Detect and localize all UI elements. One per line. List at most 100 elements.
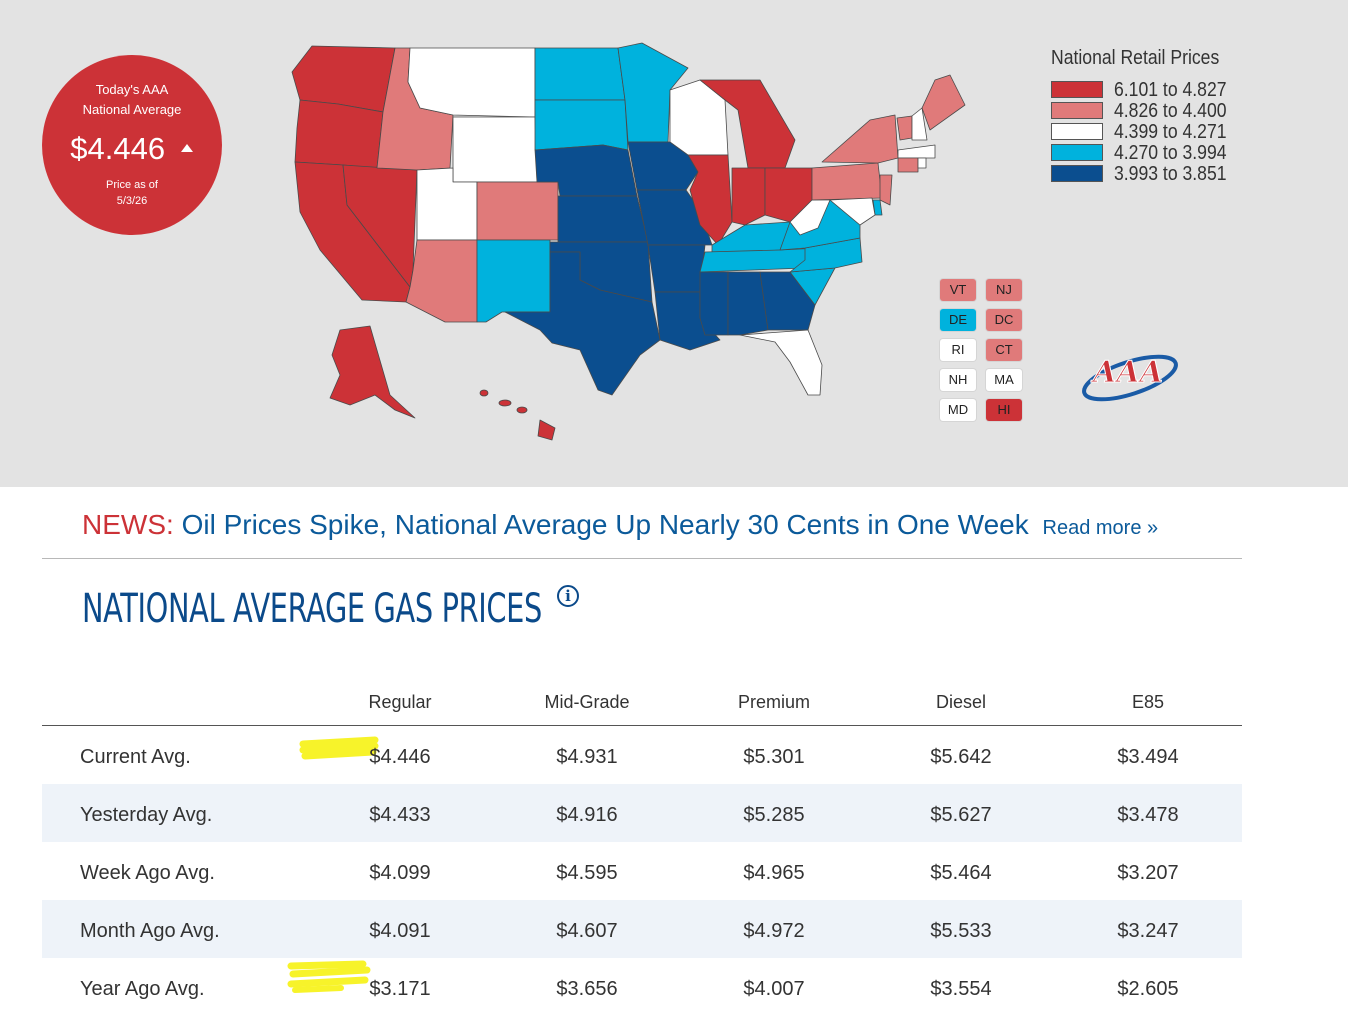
row-label: Year Ago Avg.	[80, 978, 205, 1000]
state-AK[interactable]	[329, 325, 416, 419]
state-MA[interactable]	[897, 144, 936, 159]
price-cell: $4.916	[556, 804, 618, 826]
table-row: Year Ago Avg. $3.171 $3.656 $4.007 $3.55…	[42, 958, 1242, 1016]
state-FL[interactable]	[739, 329, 823, 396]
small-state-ri[interactable]: RI	[940, 339, 976, 361]
table-row: Current Avg. $4.446 $4.931 $5.301 $5.642…	[42, 726, 1242, 784]
state-RI[interactable]	[917, 157, 927, 169]
price-cell: $5.642	[930, 746, 992, 768]
small-state-md[interactable]: MD	[940, 399, 976, 421]
state-KS[interactable]	[557, 195, 649, 243]
legend-title: National Retail Prices	[1051, 47, 1220, 69]
table-row: Month Ago Avg. $4.091 $4.607 $4.972 $5.5…	[42, 900, 1242, 958]
price-cell: $3.494	[1117, 746, 1179, 768]
yellow-highlight-mark	[287, 960, 371, 993]
small-state-hi[interactable]: HI	[986, 399, 1022, 421]
state-HI-islands-2	[516, 406, 528, 414]
row-label: Current Avg.	[80, 746, 191, 768]
price-cell: $4.965	[743, 862, 805, 884]
state-GA[interactable]	[759, 271, 816, 331]
price-cell: $3.554	[930, 978, 992, 1000]
small-state-de[interactable]: DE	[940, 309, 976, 331]
info-icon[interactable]: i	[557, 585, 579, 607]
row-label: Week Ago Avg.	[80, 862, 215, 884]
state-MT[interactable]	[407, 47, 536, 118]
map-panel: Today's AAA National Average $4.446 Pric…	[0, 0, 1348, 487]
legend-label: 4.399 to 4.271	[1114, 121, 1227, 143]
price-cell: $4.007	[743, 978, 805, 1000]
state-HI[interactable]	[537, 419, 556, 441]
state-NM[interactable]	[476, 239, 551, 323]
state-NH[interactable]	[911, 107, 928, 141]
state-IL[interactable]	[687, 154, 733, 246]
divider	[42, 558, 1242, 559]
price-cell: $5.285	[743, 804, 805, 826]
row-label: Month Ago Avg.	[80, 920, 220, 942]
price-cell: $5.627	[930, 804, 992, 826]
state-OR[interactable]	[294, 99, 384, 169]
state-ND[interactable]	[534, 47, 626, 101]
price-value: $4.446	[369, 746, 431, 768]
price-cell: $3.656	[556, 978, 618, 1000]
gas-prices-table: Regular Mid-Grade Premium Diesel E85 Cur…	[42, 680, 1242, 1016]
aaa-logo[interactable]: AAA	[1078, 344, 1182, 408]
section-title: NATIONAL AVERAGE GAS PRICES	[82, 586, 542, 632]
small-state-dc[interactable]: DC	[986, 309, 1022, 331]
price-cell: $4.446	[299, 736, 475, 769]
read-more-link[interactable]: Read more »	[1042, 517, 1159, 539]
price-cell: $3.247	[1117, 920, 1179, 942]
price-cell: $4.091	[369, 920, 431, 942]
price-cell: $4.931	[556, 746, 618, 768]
state-VT[interactable]	[896, 115, 913, 141]
state-MD[interactable]	[829, 197, 876, 226]
table-header: Regular Mid-Grade Premium Diesel E85	[42, 680, 1242, 726]
state-WY[interactable]	[452, 116, 538, 183]
state-HI-islands-3	[479, 389, 489, 397]
row-label: Yesterday Avg.	[80, 804, 213, 826]
aaa-logo-text: AAA	[1090, 355, 1163, 390]
news-headline-link[interactable]: Oil Prices Spike, National Average Up Ne…	[181, 509, 1029, 540]
state-NY[interactable]	[821, 114, 899, 164]
price-value: $3.171	[369, 978, 431, 1000]
state-SD[interactable]	[534, 99, 629, 151]
small-state-vt[interactable]: VT	[940, 279, 976, 301]
price-cell: $5.533	[930, 920, 992, 942]
badge-price: $4.446	[42, 131, 222, 167]
price-cell: $3.478	[1117, 804, 1179, 826]
small-state-nj[interactable]: NJ	[986, 279, 1022, 301]
legend-label: 6.101 to 4.827	[1114, 79, 1227, 101]
price-cell: $4.607	[556, 920, 618, 942]
state-TX[interactable]	[504, 251, 661, 396]
small-state-nh[interactable]: NH	[940, 369, 976, 391]
state-MN[interactable]	[617, 42, 689, 143]
state-MS[interactable]	[699, 271, 729, 336]
news-label: NEWS:	[82, 509, 174, 540]
badge-title-line1: Today's AAA	[95, 82, 169, 97]
state-CT[interactable]	[897, 157, 919, 173]
table-row: Yesterday Avg. $4.433 $4.916 $5.285 $5.6…	[42, 784, 1242, 842]
state-CO[interactable]	[476, 181, 559, 241]
up-triangle-icon	[180, 144, 193, 152]
state-AR[interactable]	[647, 244, 706, 293]
column-header-e85: E85	[1131, 692, 1165, 712]
state-AL[interactable]	[727, 271, 769, 336]
legend-label: 3.993 to 3.851	[1114, 163, 1227, 185]
column-header-diesel: Diesel	[935, 692, 987, 712]
state-WV[interactable]	[789, 199, 831, 236]
national-average-badge: Today's AAA National Average $4.446 Pric…	[42, 55, 222, 235]
column-header-premium: Premium	[737, 692, 810, 712]
us-state-price-map	[291, 42, 966, 441]
price-cell: $5.464	[930, 862, 992, 884]
small-state-ct[interactable]: CT	[986, 339, 1022, 361]
price-cell: $4.099	[369, 862, 431, 884]
state-IN[interactable]	[731, 167, 766, 226]
state-PA[interactable]	[811, 162, 883, 201]
column-header-regular: Regular	[368, 692, 432, 712]
state-NJ[interactable]	[879, 174, 893, 206]
price-cell: $4.972	[743, 920, 805, 942]
state-ME[interactable]	[921, 74, 966, 131]
price-cell: $3.207	[1117, 862, 1179, 884]
state-AZ[interactable]	[405, 239, 478, 323]
small-state-ma[interactable]: MA	[986, 369, 1022, 391]
price-cell: $2.605	[1117, 978, 1179, 1000]
